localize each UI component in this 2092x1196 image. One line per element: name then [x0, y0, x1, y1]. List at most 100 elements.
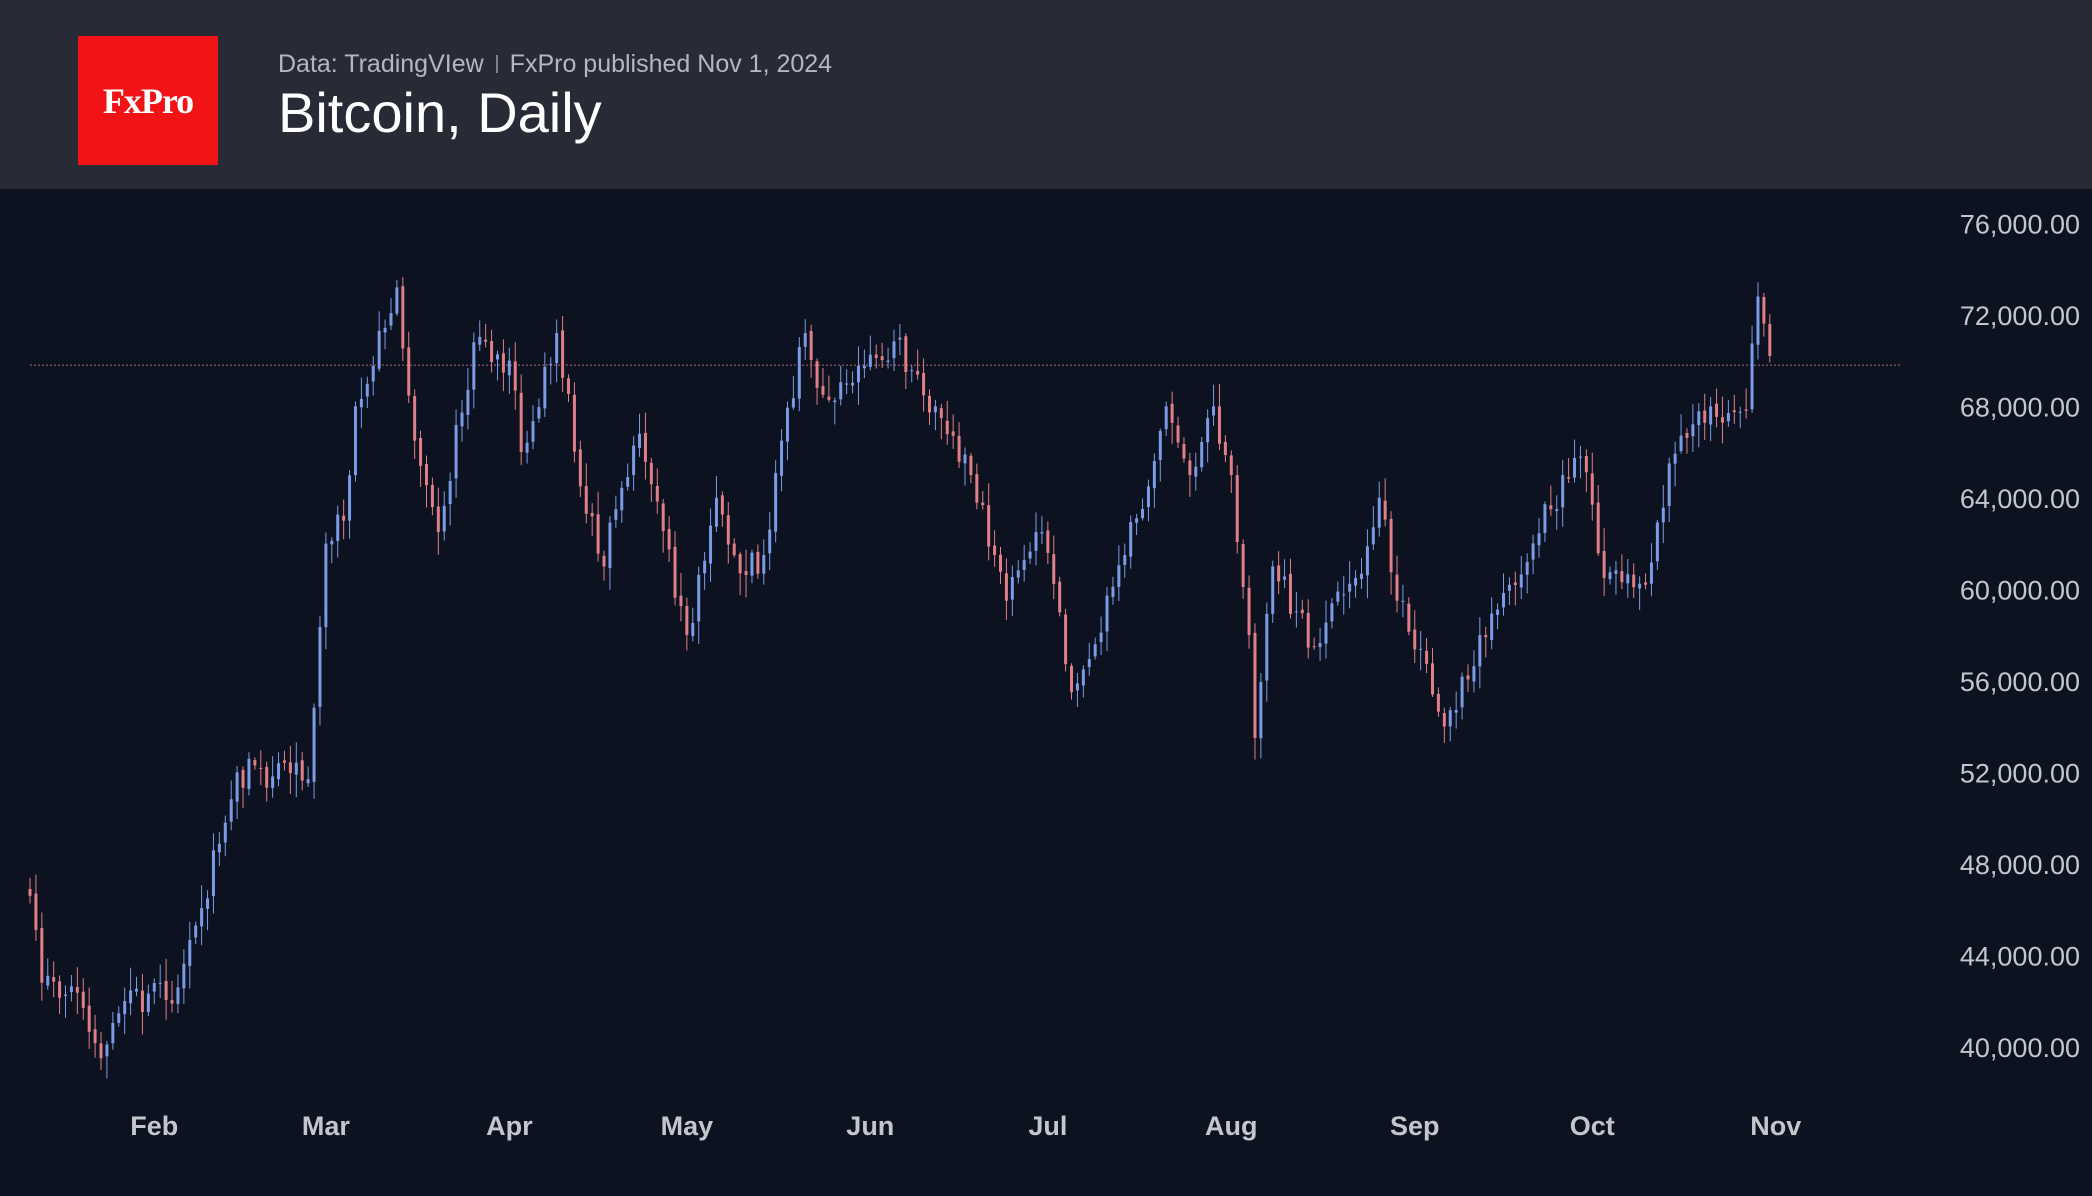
candle-body: [1431, 663, 1434, 695]
candle-body: [1561, 475, 1565, 508]
candle-body: [874, 354, 878, 358]
candle-body: [1513, 582, 1517, 586]
chart-meta: Data: TradingVIew FxPro published Nov 1,…: [278, 48, 832, 80]
y-tick-label: 64,000.00: [1960, 484, 2080, 514]
candle-body: [1436, 693, 1440, 712]
price-axis: 76,000.00 72,000.00 68,000.00 64,000.00 60,0…: [1960, 209, 2080, 1063]
candle-body: [1756, 296, 1760, 345]
candle-body: [673, 546, 677, 598]
candle-body: [1519, 574, 1523, 588]
candle-body: [253, 760, 257, 766]
candle-body: [1040, 532, 1044, 534]
y-tick-label: 56,000.00: [1960, 667, 2080, 697]
candle-body: [797, 346, 801, 399]
candle-body: [1555, 509, 1559, 512]
header-bar: FxPro Data: TradingVIew FxPro published …: [0, 0, 2092, 189]
x-tick-label: Apr: [486, 1111, 533, 1141]
candle-body: [1164, 406, 1168, 430]
candle-body: [1241, 544, 1245, 587]
candle-body: [401, 286, 405, 349]
candle-body: [839, 382, 843, 400]
candle-body: [1626, 574, 1630, 584]
candle-body: [975, 474, 979, 503]
candle-body: [590, 513, 594, 517]
candle-body: [1667, 463, 1671, 506]
candle-body: [1608, 572, 1612, 580]
candle-body: [945, 420, 949, 435]
candle-body: [182, 963, 186, 989]
candle-body: [1365, 546, 1369, 576]
candle-body: [632, 445, 636, 475]
candle-body: [454, 424, 458, 479]
candle-body: [993, 545, 997, 556]
candle-body: [1294, 611, 1298, 613]
candle-body: [726, 515, 730, 545]
candle-body: [744, 571, 748, 576]
candle-body: [756, 551, 760, 574]
candle-body: [235, 772, 239, 802]
candle-body: [1259, 682, 1263, 739]
candle-body: [703, 560, 707, 574]
candle-body: [424, 464, 428, 486]
candle-body: [1075, 683, 1079, 691]
candle-body: [395, 287, 399, 314]
candle-body: [1247, 587, 1251, 636]
candle-body: [1004, 573, 1008, 601]
candle-body: [785, 407, 789, 442]
candle-body: [815, 361, 819, 388]
candle-body: [531, 421, 535, 442]
candle-body: [720, 495, 724, 515]
candle-body: [407, 347, 411, 396]
candle-body: [265, 766, 269, 788]
candle-body: [851, 382, 855, 386]
candle-body: [555, 333, 559, 364]
candle-body: [135, 988, 139, 992]
candle-body: [1389, 518, 1393, 573]
candle-body: [1502, 593, 1506, 608]
candle-body: [466, 389, 470, 415]
y-tick-label: 44,000.00: [1960, 941, 2080, 971]
candle-body: [1359, 573, 1363, 579]
candle-body: [1016, 570, 1020, 578]
candle-body: [1697, 411, 1701, 426]
candle-body: [963, 454, 967, 464]
candle-body: [158, 982, 162, 984]
candle-body: [1496, 609, 1500, 615]
candle-body: [1141, 508, 1145, 519]
candle-body: [892, 341, 896, 359]
candle-body: [649, 462, 653, 485]
candle-body: [306, 779, 310, 784]
candle-body: [1768, 323, 1772, 356]
candle-body: [501, 353, 505, 373]
candle-body: [436, 506, 440, 533]
candle-body: [596, 514, 600, 554]
candle-body: [1744, 409, 1748, 411]
candle-body: [1046, 530, 1050, 553]
candle-body: [365, 383, 369, 397]
chart-title: Bitcoin, Daily: [278, 81, 602, 144]
y-tick-label: 48,000.00: [1960, 850, 2080, 880]
candle-body: [40, 928, 44, 983]
candle-body: [111, 1022, 115, 1044]
candle-body: [1348, 583, 1352, 592]
candle-body: [81, 991, 85, 1008]
x-tick-label: Oct: [1570, 1111, 1615, 1141]
candle-body: [277, 763, 281, 780]
candle-body: [348, 475, 352, 521]
candle-body: [75, 986, 79, 993]
candle-body: [537, 407, 541, 419]
candle-body: [1283, 576, 1287, 580]
candle-body: [389, 313, 393, 326]
candle-body: [561, 330, 565, 378]
candle-body: [1300, 609, 1304, 614]
candle-body: [1212, 406, 1216, 416]
candle-body: [342, 515, 346, 521]
candle-body: [1099, 632, 1103, 643]
candle-body: [762, 555, 766, 574]
candle-body: [1549, 505, 1553, 510]
candle-body: [194, 925, 198, 938]
candle-body: [69, 986, 73, 993]
candle-body: [1466, 675, 1470, 680]
candle-body: [146, 993, 150, 1012]
candle-body: [543, 366, 547, 409]
